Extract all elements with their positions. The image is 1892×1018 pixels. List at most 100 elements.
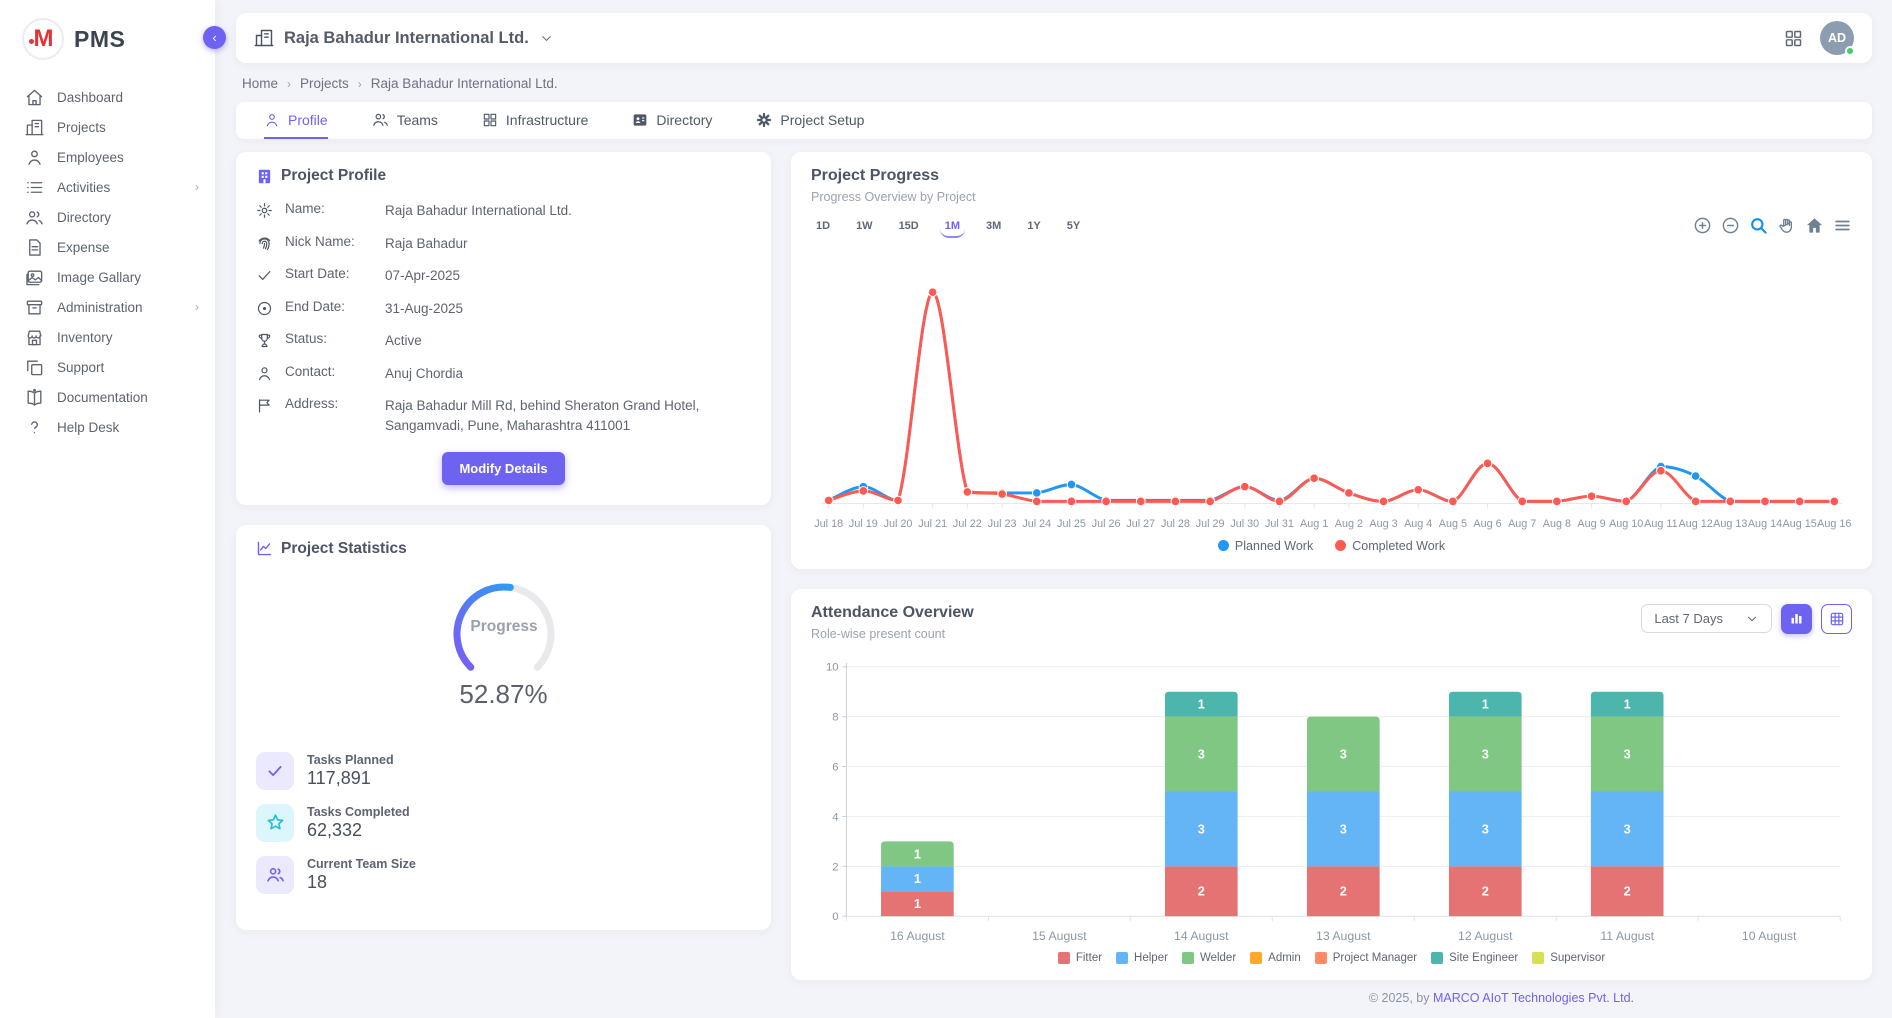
tab-project-setup[interactable]: Project Setup bbox=[756, 102, 864, 139]
flag-icon bbox=[256, 397, 273, 414]
svg-text:Aug 13: Aug 13 bbox=[1713, 518, 1747, 530]
svg-text:Jul 18: Jul 18 bbox=[814, 518, 843, 530]
svg-text:1: 1 bbox=[914, 896, 921, 911]
range-1y[interactable]: 1Y bbox=[1022, 218, 1045, 238]
building-icon bbox=[25, 118, 44, 137]
user-avatar[interactable]: AD bbox=[1820, 21, 1854, 55]
svg-text:Aug 16: Aug 16 bbox=[1817, 518, 1851, 530]
svg-text:6: 6 bbox=[832, 761, 838, 773]
tab-infrastructure[interactable]: Infrastructure bbox=[482, 102, 588, 139]
attendance-chart[interactable]: 024681011123312332331233116 August15 Aug… bbox=[811, 655, 1852, 950]
svg-text:Jul 26: Jul 26 bbox=[1092, 518, 1121, 530]
menu-icon[interactable] bbox=[1833, 216, 1852, 235]
footer-company-link[interactable]: MARCO AIoT Technologies Pvt. Ltd. bbox=[1433, 991, 1634, 1005]
svg-text:Aug 9: Aug 9 bbox=[1577, 518, 1605, 530]
sidebar-item-expense[interactable]: Expense bbox=[0, 232, 215, 262]
legend-item[interactable]: Admin bbox=[1250, 952, 1301, 964]
legend-item[interactable]: Fitter bbox=[1058, 952, 1102, 964]
zoom-out-icon[interactable] bbox=[1721, 216, 1740, 235]
range-1m[interactable]: 1M bbox=[940, 218, 965, 238]
range-5y[interactable]: 5Y bbox=[1062, 218, 1085, 238]
users-icon bbox=[372, 111, 389, 128]
logo-letter: M bbox=[34, 25, 53, 53]
app-logo[interactable]: M PMS bbox=[0, 0, 215, 76]
range-1w[interactable]: 1W bbox=[851, 218, 878, 238]
card-title: Project Profile bbox=[281, 167, 386, 185]
legend-item[interactable]: Welder bbox=[1182, 952, 1236, 964]
chevron-right-icon: › bbox=[287, 77, 291, 91]
sidebar-item-support[interactable]: Support bbox=[0, 352, 215, 382]
breadcrumb-home[interactable]: Home bbox=[242, 76, 278, 91]
tab-directory[interactable]: Directory bbox=[632, 102, 712, 139]
svg-text:10 August: 10 August bbox=[1742, 929, 1797, 943]
range-3m[interactable]: 3M bbox=[981, 218, 1006, 238]
check-icon bbox=[256, 267, 273, 284]
svg-text:14 August: 14 August bbox=[1174, 929, 1229, 943]
legend-item[interactable]: Supervisor bbox=[1532, 952, 1605, 964]
card-title: Project Statistics bbox=[281, 540, 407, 558]
field-address: Address: Raja Bahadur Mill Rd, behind Sh… bbox=[256, 396, 751, 435]
svg-text:4: 4 bbox=[832, 811, 838, 823]
legend-item[interactable]: Planned Work bbox=[1218, 539, 1313, 553]
sidebar-item-directory[interactable]: Directory bbox=[0, 202, 215, 232]
range-15d[interactable]: 15D bbox=[894, 218, 924, 238]
svg-text:Jul 30: Jul 30 bbox=[1230, 518, 1259, 530]
svg-text:Aug 5: Aug 5 bbox=[1439, 518, 1467, 530]
svg-text:Jul 20: Jul 20 bbox=[884, 518, 913, 530]
topbar: Raja Bahadur International Ltd. AD bbox=[236, 13, 1872, 63]
project-progress-chart[interactable]: Jul 18Jul 19Jul 20Jul 21Jul 22Jul 23Jul … bbox=[811, 260, 1852, 537]
date-range-select[interactable]: Last 7 Days bbox=[1641, 604, 1772, 633]
table-view-button[interactable] bbox=[1821, 604, 1852, 634]
bookmark-building-icon bbox=[256, 168, 273, 185]
zoom-in-icon[interactable] bbox=[1693, 216, 1712, 235]
image-icon bbox=[25, 268, 44, 287]
svg-text:13 August: 13 August bbox=[1316, 929, 1371, 943]
sidebar-item-employees[interactable]: Employees bbox=[0, 142, 215, 172]
svg-text:10: 10 bbox=[826, 662, 839, 674]
svg-text:Aug 4: Aug 4 bbox=[1404, 518, 1432, 530]
user-icon bbox=[264, 112, 280, 128]
sidebar-item-inventory[interactable]: Inventory bbox=[0, 322, 215, 352]
apps-grid-icon[interactable] bbox=[1783, 28, 1804, 49]
svg-text:3: 3 bbox=[1482, 746, 1489, 761]
sidebar-item-image-gallery[interactable]: Image Gallary bbox=[0, 262, 215, 292]
sidebar-item-help-desk[interactable]: Help Desk bbox=[0, 412, 215, 442]
sidebar-item-dashboard[interactable]: Dashboard bbox=[0, 82, 215, 112]
svg-text:Aug 3: Aug 3 bbox=[1369, 518, 1397, 530]
breadcrumb-projects[interactable]: Projects bbox=[300, 76, 349, 91]
stat-tasks-planned: Tasks Planned 117,891 bbox=[256, 752, 751, 790]
reset-home-icon[interactable] bbox=[1805, 216, 1824, 235]
field-end-date: End Date: 31-Aug-2025 bbox=[256, 299, 751, 319]
legend-item[interactable]: Completed Work bbox=[1335, 539, 1445, 553]
svg-text:3: 3 bbox=[1624, 746, 1631, 761]
svg-text:Aug 14: Aug 14 bbox=[1748, 518, 1782, 530]
pan-icon[interactable] bbox=[1777, 216, 1796, 235]
tab-profile[interactable]: Profile bbox=[264, 102, 328, 139]
legend-item[interactable]: Site Engineer bbox=[1431, 952, 1518, 964]
svg-text:3: 3 bbox=[1198, 821, 1205, 836]
sidebar-menu: Dashboard Projects Employees Activities … bbox=[0, 82, 215, 442]
svg-text:Aug 2: Aug 2 bbox=[1335, 518, 1363, 530]
progress-gauge: Progress bbox=[428, 568, 580, 677]
range-1d[interactable]: 1D bbox=[811, 218, 835, 238]
tab-teams[interactable]: Teams bbox=[372, 102, 438, 139]
sidebar-item-projects[interactable]: Projects bbox=[0, 112, 215, 142]
svg-text:1: 1 bbox=[1624, 697, 1631, 712]
svg-text:Aug 15: Aug 15 bbox=[1783, 518, 1817, 530]
field-start-date: Start Date: 07-Apr-2025 bbox=[256, 266, 751, 286]
legend-swatch bbox=[1532, 952, 1544, 964]
tab-bar: Profile Teams Infrastructure Directory P… bbox=[236, 102, 1872, 139]
modify-details-button[interactable]: Modify Details bbox=[442, 452, 564, 485]
sidebar-collapse-button[interactable]: ‹ bbox=[203, 26, 226, 49]
sidebar-item-activities[interactable]: Activities › bbox=[0, 172, 215, 202]
legend-item[interactable]: Helper bbox=[1116, 952, 1168, 964]
selection-zoom-icon[interactable] bbox=[1749, 216, 1768, 235]
chart-view-button[interactable] bbox=[1781, 604, 1812, 634]
sidebar-item-documentation[interactable]: Documentation bbox=[0, 382, 215, 412]
legend-item[interactable]: Project Manager bbox=[1315, 952, 1417, 964]
svg-text:Aug 10: Aug 10 bbox=[1609, 518, 1643, 530]
sidebar-item-administration[interactable]: Administration › bbox=[0, 292, 215, 322]
company-selector[interactable]: Raja Bahadur International Ltd. bbox=[254, 28, 554, 48]
svg-text:Jul 23: Jul 23 bbox=[988, 518, 1017, 530]
svg-text:1: 1 bbox=[914, 846, 921, 861]
